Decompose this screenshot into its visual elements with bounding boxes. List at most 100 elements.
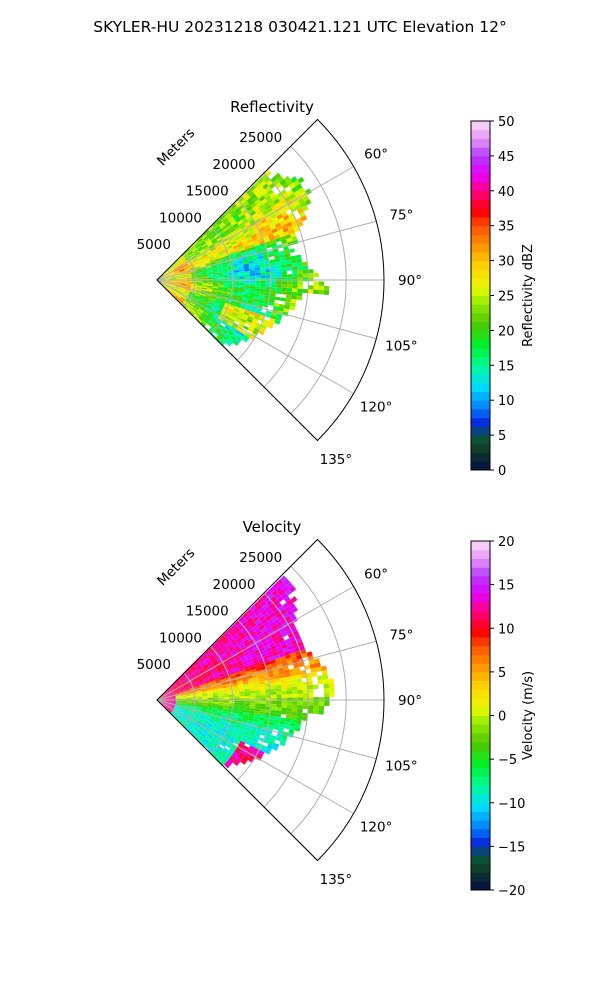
field-cell [185,271,191,274]
field-cell [167,288,172,293]
field-cell [218,703,224,706]
field-cell [208,311,215,316]
field-cell [241,676,248,681]
field-cell [243,754,250,761]
field-cell [286,287,293,292]
field-cell [187,250,193,256]
field-cell [179,298,184,303]
field-cell [207,287,213,290]
field-cell [174,271,180,274]
field-cell [193,249,199,254]
field-cell [239,273,245,277]
field-cell [201,321,207,327]
field-cell [291,262,298,268]
field-cell [171,291,177,295]
field-cell [255,695,261,699]
field-cell [212,692,219,695]
field-cell [257,302,264,307]
field-cell [280,680,287,685]
field-cell [192,727,197,733]
sector-outline [156,118,385,442]
field-cell [225,661,231,666]
field-cell [206,304,213,309]
field-cell [281,287,287,292]
field-cell [240,305,247,310]
field-cell [238,269,245,273]
field-cell [270,706,277,711]
field-cell [234,276,240,279]
field-cell [283,249,290,255]
field-cell [182,262,188,267]
field-cell [210,236,216,242]
field-cell [281,274,288,278]
field-cell [279,179,287,186]
field-cell [232,642,239,648]
field-cell [172,266,178,270]
field-cell [167,267,172,272]
field-cell [198,727,204,733]
field-cell [237,262,244,266]
field-cell [190,254,196,259]
field-cell [287,645,294,651]
colorbar-segment [471,321,490,331]
field-cell [285,589,293,596]
field-cell [238,689,245,693]
field-cell [170,697,176,699]
field-cell [252,607,259,614]
field-cell [212,239,218,245]
field-cell [217,690,224,693]
field-cell [255,283,261,287]
field-cell [226,652,233,658]
field-cell [218,641,225,647]
field-cell [235,658,242,663]
field-cell [192,717,198,721]
field-cell [234,251,241,256]
field-cell [230,203,237,210]
field-cell [194,264,200,267]
field-cell [246,724,252,729]
field-cell [328,682,335,688]
field-cell [248,292,255,297]
field-cell [224,649,230,654]
colorbar-segment [471,881,490,891]
field-cell [251,306,257,311]
field-cell [186,274,192,277]
field-cell [255,275,261,279]
field-cell [174,707,180,711]
field-cell [216,226,222,232]
field-cell [232,712,239,716]
panel-title: Reflectivity [230,98,314,116]
field-cell [273,639,280,645]
field-cell [205,239,212,245]
field-cell [230,631,237,637]
field-cell [286,179,294,186]
field-cell [180,703,187,705]
field-cell [212,272,219,275]
field-cell [277,229,284,235]
field-cell [207,271,213,274]
field-cell [204,261,211,265]
field-cell [163,271,169,276]
field-cell [191,720,197,725]
field-cell [206,289,212,293]
field-cell [171,292,176,296]
field-cell [256,641,263,647]
field-cell [256,221,263,227]
field-cell [228,225,235,231]
colorbar-segment [471,584,490,594]
field-cell [260,695,266,699]
field-cell [270,659,277,665]
field-cell [313,285,319,290]
field-cell [279,741,286,747]
field-cell [295,254,302,260]
field-cell [313,709,319,715]
field-cell [195,312,201,317]
field-cell [270,644,277,651]
field-cell [321,670,328,676]
field-cell [189,253,195,258]
field-cell [223,282,229,285]
field-cell [217,648,223,654]
field-cell [228,700,235,703]
field-cell [301,681,308,687]
field-cell [200,264,206,268]
